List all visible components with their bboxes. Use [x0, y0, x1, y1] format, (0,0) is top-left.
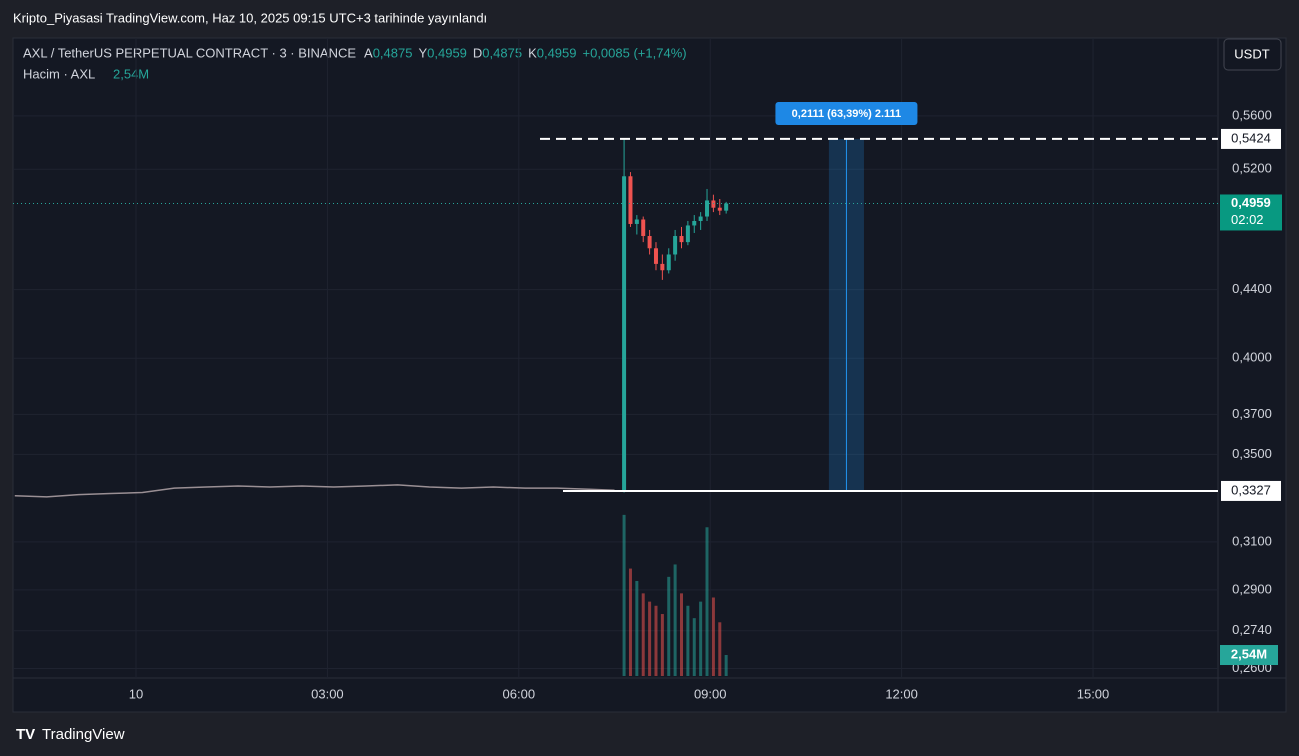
volume-bar	[667, 576, 671, 676]
logo-mark: TV	[16, 726, 35, 743]
candle-body	[647, 236, 652, 249]
volume-bar	[699, 601, 703, 676]
candle-body	[641, 219, 646, 237]
last-price-label: 0,4959	[1231, 195, 1271, 210]
volume-bar	[673, 564, 677, 676]
x-tick-label: 12:00	[885, 686, 918, 701]
x-tick-label: 10	[129, 686, 143, 701]
change: +0,0085 (+1,74%)	[583, 45, 687, 60]
ohlc-key: A	[364, 45, 373, 60]
y-tick-label: 0,5200	[1232, 161, 1272, 176]
ohlc-value: 0,4959	[537, 45, 577, 60]
panel	[12, 37, 1287, 713]
ohlc-value: 0,4875	[373, 45, 413, 60]
x-tick-label: 06:00	[503, 686, 536, 701]
x-tick-label: 03:00	[311, 686, 344, 701]
y-tick-label: 0,3100	[1232, 533, 1272, 548]
volume-label-box	[1220, 645, 1278, 666]
volume-title: Hacim · AXL	[23, 66, 95, 81]
measure-label: 0,2111 (63,39%) 2.111	[792, 108, 902, 120]
price-level-box	[1221, 480, 1281, 501]
volume-label: 2,54M	[1231, 646, 1267, 661]
volume-bar	[641, 593, 645, 676]
candle-body	[673, 236, 678, 255]
y-tick-label: 0,5600	[1232, 107, 1272, 122]
symbol: AXL / TetherUS PERPETUAL CONTRACT · 3 · …	[23, 45, 356, 60]
candle-body	[711, 200, 716, 208]
y-tick-label: 0,4000	[1232, 350, 1272, 365]
y-tick-label: 0,2740	[1232, 622, 1272, 637]
y-tick-label: 0,3500	[1232, 446, 1272, 461]
volume-bar	[724, 655, 728, 676]
candle-body	[705, 200, 710, 217]
candle-body	[685, 225, 690, 243]
countdown: 02:02	[1231, 212, 1264, 227]
ohlc-key: D	[473, 45, 482, 60]
volume-bar	[718, 622, 722, 676]
volume-bar	[692, 618, 696, 676]
volume-bar	[648, 601, 652, 676]
volume-bar	[635, 580, 639, 676]
candle-body	[666, 254, 671, 271]
y-tick-label: 0,3700	[1232, 406, 1272, 421]
price-level-label: 0,3327	[1231, 482, 1271, 497]
price-level-box	[1221, 128, 1281, 149]
candle-body	[634, 219, 639, 224]
published: Kripto_Piyasasi TradingView.com, Haz 10,…	[13, 10, 487, 25]
volume-bar	[705, 527, 709, 676]
candle-body	[622, 176, 627, 491]
price-line	[14, 484, 615, 498]
volume-bar	[711, 597, 715, 676]
price-level-label: 0,5424	[1231, 130, 1271, 145]
volume-bar	[660, 614, 664, 676]
currency-button[interactable]	[1223, 38, 1282, 71]
candle-body	[628, 176, 633, 224]
y-tick-label: 0,4400	[1232, 281, 1272, 296]
x-tick-label: 15:00	[1077, 686, 1110, 701]
candle-body	[717, 207, 722, 211]
candle-body	[724, 203, 729, 211]
candle-body	[692, 220, 697, 226]
candle-body	[698, 216, 703, 221]
volume-bar	[686, 605, 690, 676]
ohlc-key: Y	[418, 45, 427, 60]
volume-bar	[654, 605, 658, 676]
volume-bar	[628, 568, 632, 676]
logo: TradingView	[42, 726, 125, 743]
currency[interactable]: USDT	[1234, 46, 1269, 61]
volume-bar	[622, 514, 626, 676]
volume-value: 2,54M	[113, 66, 149, 81]
volume-bar	[680, 593, 684, 676]
measure-label-box	[775, 102, 918, 125]
ohlc-value: 0,4959	[427, 45, 467, 60]
y-tick-label: 0,2900	[1232, 581, 1272, 596]
ohlc-key: K	[528, 45, 537, 60]
legend: AXL / TetherUS PERPETUAL CONTRACT · 3 · …	[23, 45, 687, 60]
candle-body	[660, 263, 665, 271]
last-price-box	[1220, 194, 1282, 231]
candle-body	[653, 248, 658, 264]
x-tick-label: 09:00	[694, 686, 727, 701]
ohlc-value: 0,4875	[482, 45, 522, 60]
candle-body	[679, 236, 684, 243]
